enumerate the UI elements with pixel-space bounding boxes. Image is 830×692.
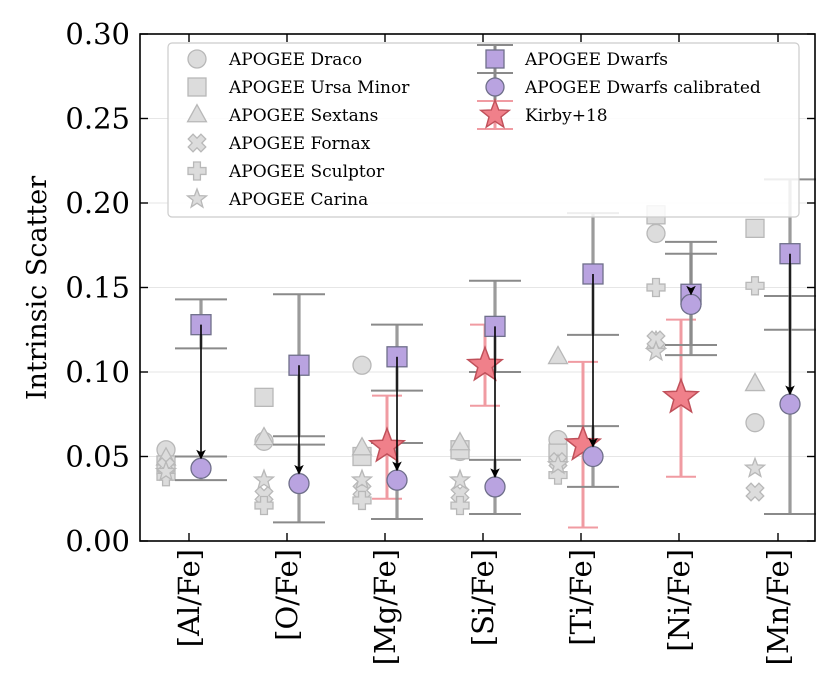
legend-label: APOGEE Dwarfs [524, 50, 668, 70]
legend-marker [485, 49, 505, 69]
point-apogee-carina [743, 456, 767, 478]
legend-label: APOGEE Carina [228, 190, 368, 210]
point-apogee-draco [745, 413, 765, 433]
x-tick-labels: [Al/Fe] [O/Fe] [Mg/Fe] [Si/Fe] [Ti/Fe] [Ni/Fe… [172, 549, 795, 665]
point-apogee-draco [352, 355, 372, 375]
data-marks [154, 178, 816, 529]
legend-label: APOGEE Sculptor [228, 162, 385, 182]
y-tick-label: 0.20 [65, 186, 130, 220]
legend-marker [478, 98, 512, 129]
point-apogee-carina [154, 459, 178, 482]
point-apogee-draco [646, 223, 666, 244]
point-apogee-dwarfs-calibrated [484, 476, 506, 498]
point-apogee-carina [448, 468, 472, 490]
point-apogee-dwarfs-calibrated [386, 469, 408, 491]
point-apogee-dwarfs-calibrated [582, 445, 604, 468]
point-apogee-carina [350, 468, 374, 490]
x-tick-label: [Mg/Fe] [368, 549, 402, 665]
point-apogee-sextans [253, 426, 275, 446]
legend-marker [485, 77, 505, 97]
y-tick-label: 0.30 [65, 17, 130, 51]
point-apogee-sculptor [352, 490, 372, 511]
legend-marker [185, 187, 209, 209]
x-tick-label: [Ti/Fe] [564, 549, 598, 646]
point-apogee-ursa-minor [254, 387, 274, 408]
point-apogee-dwarfs-calibrated [190, 457, 212, 479]
x-tick-label: [Mn/Fe] [761, 549, 795, 665]
x-tick-label: [Ni/Fe] [662, 549, 696, 652]
point-apogee-carina [644, 339, 668, 362]
y-tick-label: 0.00 [65, 524, 130, 558]
y-axis-label: Intrinsic Scatter [22, 176, 53, 400]
y-tick-labels: 0.00 0.05 0.10 0.15 0.20 0.25 0.30 [65, 17, 130, 558]
legend-label: APOGEE Dwarfs calibrated [524, 78, 761, 98]
point-apogee-carina [546, 453, 570, 475]
point-apogee-fornax [745, 482, 765, 502]
plot-frame [139, 33, 816, 542]
legend: APOGEE Draco APOGEE Ursa Minor APOGEE Sext… [167, 42, 800, 218]
y-tick-label: 0.10 [65, 355, 130, 389]
y-tick-label: 0.05 [65, 440, 130, 474]
legend-label: APOGEE Sextans [228, 106, 378, 126]
x-tick-label: [Al/Fe] [172, 549, 206, 647]
point-apogee-sculptor [450, 495, 470, 516]
y-tick-label: 0.25 [65, 102, 130, 136]
point-apogee-ursa-minor [745, 218, 765, 239]
legend-marker [187, 133, 207, 153]
legend-label: APOGEE Ursa Minor [228, 78, 410, 98]
point-apogee-dwarfs-calibrated [680, 293, 702, 316]
point-apogee-sextans [744, 372, 766, 392]
point-apogee-sculptor [254, 495, 274, 516]
legend-marker [187, 49, 207, 69]
legend-marker [187, 77, 207, 97]
point-apogee-sculptor [646, 277, 666, 298]
point-apogee-sculptor [745, 276, 765, 296]
point-kirby18 [465, 345, 505, 382]
x-tick-label: [Si/Fe] [466, 549, 500, 646]
point-apogee-sextans [547, 345, 569, 365]
legend-label: Kirby+18 [525, 106, 608, 126]
legend-label: APOGEE Draco [228, 50, 362, 70]
point-apogee-dwarfs-calibrated [779, 393, 801, 415]
point-kirby18 [367, 426, 407, 463]
point-apogee-sextans [351, 436, 373, 456]
legend-marker [186, 103, 208, 123]
point-apogee-dwarfs-calibrated [288, 472, 310, 495]
legend-label: APOGEE Fornax [228, 134, 371, 154]
point-kirby18 [661, 377, 701, 414]
legend-marker [187, 161, 207, 181]
x-tick-label: [O/Fe] [270, 549, 304, 641]
point-apogee-sextans [449, 431, 471, 451]
point-apogee-carina [252, 468, 276, 490]
y-tick-label: 0.15 [65, 271, 130, 305]
